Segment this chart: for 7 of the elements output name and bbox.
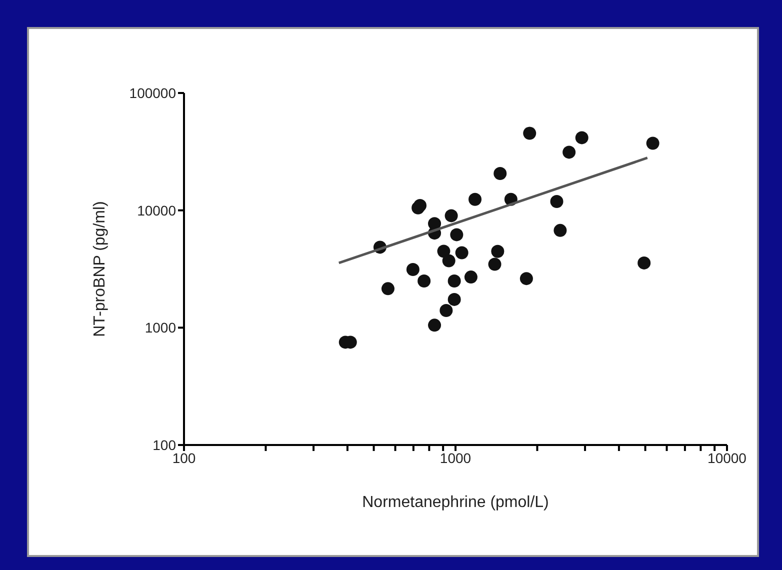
y-tick-label: 100000	[129, 84, 176, 101]
y-tick-label: 1000	[144, 320, 176, 336]
x-axis-title: Normetanephrine (pmol/L)	[362, 494, 549, 511]
y-tick-label: 10000	[137, 202, 176, 218]
x-tick-label: 1000	[440, 450, 472, 466]
y-axis-title: NT-proBNP (pg/ml)	[92, 201, 109, 337]
x-tick-label: 10000	[708, 450, 747, 466]
